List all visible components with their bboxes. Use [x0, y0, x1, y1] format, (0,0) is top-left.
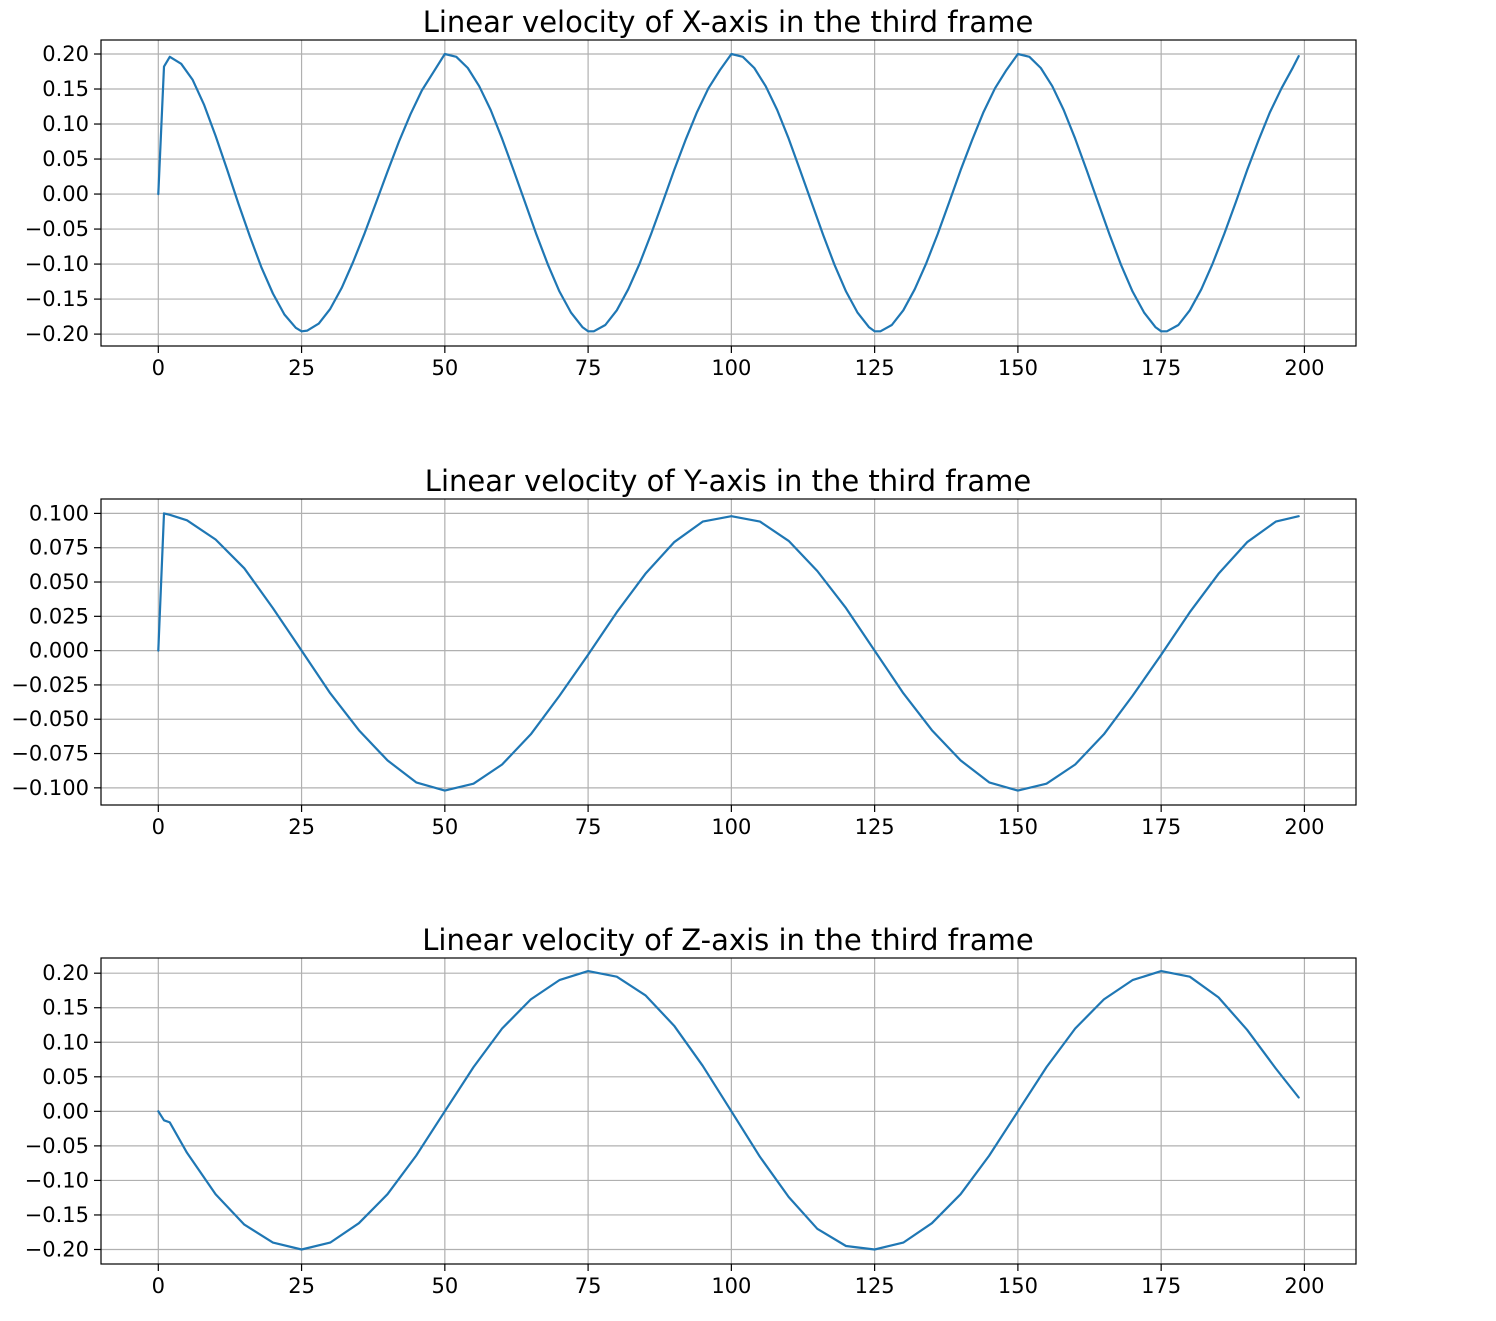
y-velocity-x-tick-label: 200: [1284, 815, 1324, 839]
y-velocity-chart-title: Linear velocity of Y-axis in the third f…: [425, 464, 1031, 498]
y-velocity-x-tick-label: 25: [288, 815, 315, 839]
z-velocity-series-line: [157, 969, 1300, 1251]
y-velocity-y-tick-label: 0.025: [29, 604, 89, 628]
y-velocity-series-line: [157, 512, 1300, 792]
x-velocity-y-tick-label: 0.20: [42, 42, 89, 66]
x-velocity-x-tick-label: 150: [998, 356, 1038, 380]
z-velocity-x-tick-label: 25: [288, 1274, 315, 1298]
x-velocity-x-tick-label: 50: [431, 356, 458, 380]
z-velocity-x-tick-label: 175: [1141, 1274, 1181, 1298]
z-velocity-x-tick-label: 150: [998, 1274, 1038, 1298]
z-velocity-y-tick-label: 0.20: [42, 961, 89, 985]
y-velocity-y-tick-label: 0.075: [29, 536, 89, 560]
z-velocity-x-tick-label: 100: [711, 1274, 751, 1298]
x-velocity-x-tick-label: 200: [1284, 356, 1324, 380]
y-velocity-y-tick-label: 0.100: [29, 501, 89, 525]
y-velocity-axes-frame: [100, 498, 1357, 806]
x-velocity-subplot: Linear velocity of X-axis in the third f…: [25, 5, 1357, 380]
x-velocity-x-tick-label: 25: [288, 356, 315, 380]
x-velocity-y-tick-label: 0.05: [42, 147, 89, 171]
x-velocity-axes-frame: [100, 39, 1357, 347]
y-velocity-x-tick-label: 75: [575, 815, 602, 839]
z-velocity-y-tick-label: −0.15: [25, 1203, 89, 1227]
y-velocity-y-tick-label: −0.025: [11, 673, 89, 697]
z-velocity-x-tick-label: 75: [575, 1274, 602, 1298]
y-velocity-y-tick-label: −0.050: [11, 707, 89, 731]
y-velocity-x-tick-label: 125: [855, 815, 895, 839]
y-velocity-subplot: Linear velocity of Y-axis in the third f…: [11, 464, 1357, 839]
x-velocity-series-line: [157, 52, 1300, 333]
y-velocity-y-tick-label: −0.075: [11, 742, 89, 766]
z-velocity-y-tick-label: −0.20: [25, 1237, 89, 1261]
z-velocity-chart-title: Linear velocity of Z-axis in the third f…: [422, 923, 1034, 957]
x-velocity-x-tick-label: 125: [855, 356, 895, 380]
x-velocity-x-tick-label: 0: [152, 356, 165, 380]
y-velocity-y-tick-label: 0.000: [29, 639, 89, 663]
y-velocity-x-tick-label: 150: [998, 815, 1038, 839]
z-velocity-y-tick-label: −0.05: [25, 1134, 89, 1158]
x-velocity-x-tick-label: 175: [1141, 356, 1181, 380]
z-velocity-subplot: Linear velocity of Z-axis in the third f…: [25, 923, 1357, 1298]
x-velocity-y-tick-label: 0.10: [42, 112, 89, 136]
y-velocity-x-tick-label: 0: [152, 815, 165, 839]
x-velocity-x-tick-label: 100: [711, 356, 751, 380]
x-velocity-y-tick-label: −0.10: [25, 252, 89, 276]
z-velocity-x-tick-label: 200: [1284, 1274, 1324, 1298]
y-velocity-y-tick-label: 0.050: [29, 570, 89, 594]
x-velocity-y-tick-label: −0.15: [25, 287, 89, 311]
x-velocity-y-tick-label: −0.20: [25, 322, 89, 346]
y-velocity-x-tick-label: 50: [431, 815, 458, 839]
x-velocity-y-tick-label: −0.05: [25, 217, 89, 241]
z-velocity-y-tick-label: 0.10: [42, 1030, 89, 1054]
z-velocity-y-tick-label: 0.05: [42, 1065, 89, 1089]
z-velocity-y-tick-label: 0.15: [42, 996, 89, 1020]
x-velocity-y-tick-label: 0.00: [42, 182, 89, 206]
z-velocity-y-tick-label: −0.10: [25, 1168, 89, 1192]
x-velocity-y-tick-label: 0.15: [42, 77, 89, 101]
z-velocity-x-tick-label: 125: [855, 1274, 895, 1298]
x-velocity-chart-title: Linear velocity of X-axis in the third f…: [423, 5, 1034, 39]
z-velocity-y-tick-label: 0.00: [42, 1099, 89, 1123]
y-velocity-x-tick-label: 100: [711, 815, 751, 839]
x-velocity-x-tick-label: 75: [575, 356, 602, 380]
z-velocity-x-tick-label: 50: [431, 1274, 458, 1298]
y-velocity-x-tick-label: 175: [1141, 815, 1181, 839]
z-velocity-x-tick-label: 0: [152, 1274, 165, 1298]
y-velocity-y-tick-label: −0.100: [11, 776, 89, 800]
